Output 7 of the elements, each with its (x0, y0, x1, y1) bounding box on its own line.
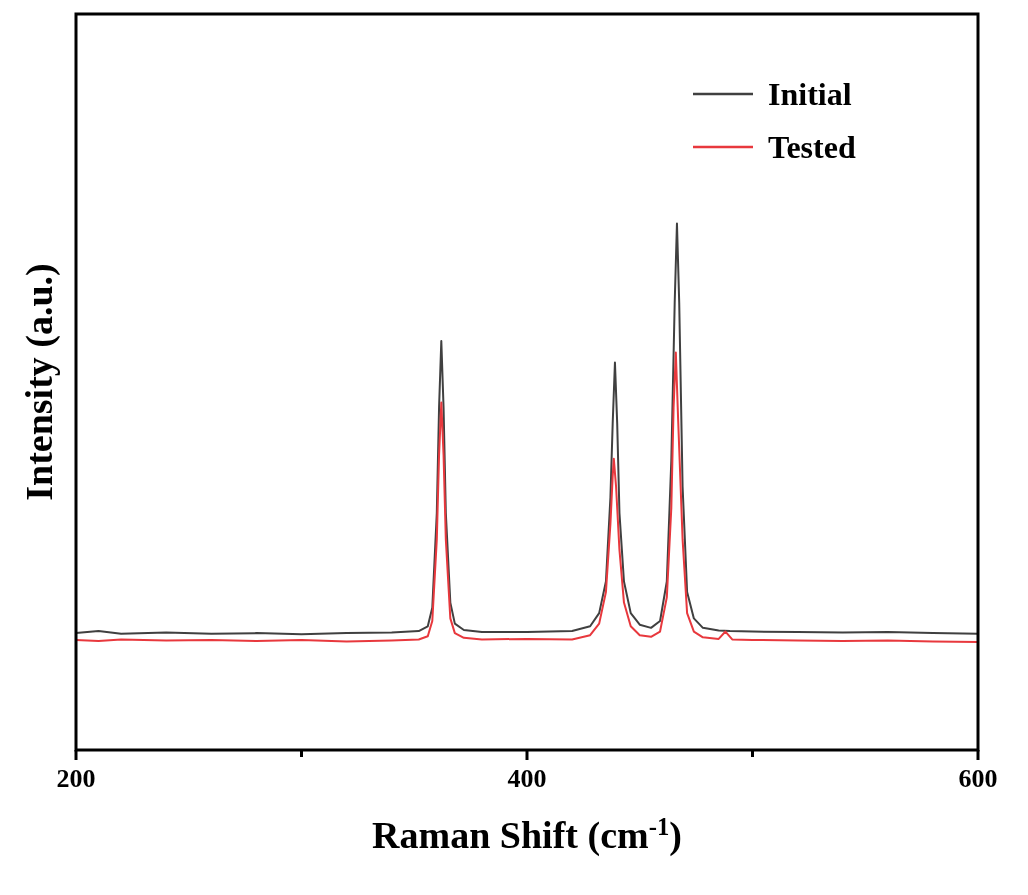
y-axis-title: Intensity (a.u.) (18, 263, 61, 501)
x-tick-label: 200 (56, 764, 96, 793)
x-tick-label: 600 (958, 764, 998, 793)
x-tick-label: 400 (507, 764, 547, 793)
legend-label: Initial (768, 76, 852, 112)
legend-label: Tested (768, 129, 856, 165)
x-axis-title: Raman Shift (cm$^{-1}$) (372, 812, 682, 857)
